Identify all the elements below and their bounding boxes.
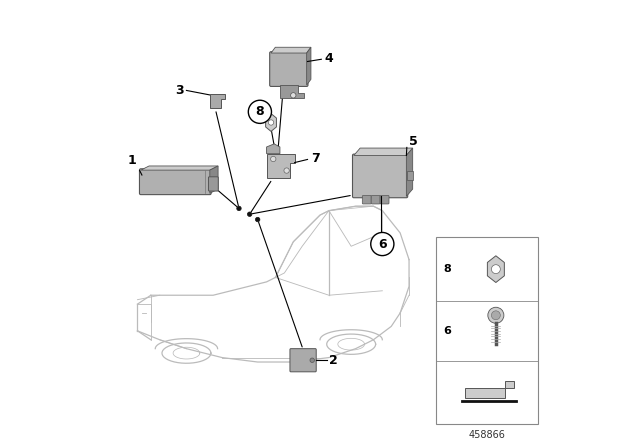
- Text: 8: 8: [443, 264, 451, 274]
- Circle shape: [310, 358, 314, 362]
- Circle shape: [488, 307, 504, 323]
- Polygon shape: [141, 166, 218, 170]
- Circle shape: [271, 156, 276, 162]
- Text: 3: 3: [175, 84, 184, 97]
- Circle shape: [492, 265, 500, 274]
- Polygon shape: [267, 144, 280, 154]
- FancyBboxPatch shape: [209, 177, 218, 191]
- Polygon shape: [488, 256, 504, 283]
- FancyBboxPatch shape: [290, 349, 316, 372]
- FancyBboxPatch shape: [407, 172, 413, 181]
- Polygon shape: [271, 47, 311, 53]
- FancyBboxPatch shape: [380, 195, 389, 204]
- Circle shape: [492, 311, 500, 320]
- Text: 8: 8: [255, 105, 264, 118]
- Text: 7: 7: [311, 151, 320, 164]
- Circle shape: [255, 217, 260, 222]
- Polygon shape: [280, 85, 305, 98]
- Circle shape: [237, 206, 241, 211]
- Circle shape: [284, 168, 289, 173]
- Text: 1: 1: [128, 154, 136, 167]
- Polygon shape: [267, 154, 294, 178]
- Text: 458866: 458866: [468, 431, 506, 440]
- Text: 4: 4: [324, 52, 333, 65]
- Polygon shape: [465, 381, 514, 398]
- Circle shape: [268, 120, 274, 125]
- Circle shape: [371, 233, 394, 256]
- FancyBboxPatch shape: [436, 237, 538, 424]
- Circle shape: [291, 93, 296, 98]
- FancyBboxPatch shape: [362, 195, 371, 204]
- Text: 6: 6: [378, 237, 387, 250]
- FancyBboxPatch shape: [269, 52, 308, 86]
- Polygon shape: [406, 148, 413, 196]
- Text: 2: 2: [329, 354, 338, 367]
- Polygon shape: [354, 148, 413, 155]
- Circle shape: [248, 212, 252, 216]
- Polygon shape: [266, 114, 276, 131]
- FancyBboxPatch shape: [371, 195, 380, 204]
- FancyBboxPatch shape: [140, 169, 211, 194]
- Polygon shape: [210, 166, 218, 193]
- Polygon shape: [210, 94, 225, 108]
- Text: 6: 6: [443, 326, 451, 336]
- FancyBboxPatch shape: [353, 154, 408, 198]
- Polygon shape: [307, 47, 311, 85]
- Circle shape: [248, 100, 271, 123]
- Text: 5: 5: [409, 135, 418, 148]
